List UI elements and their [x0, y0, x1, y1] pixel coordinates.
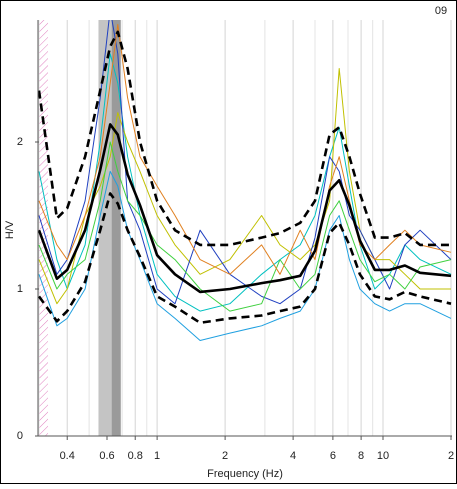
window-curve	[38, 23, 452, 275]
x-tick-label: 1	[154, 450, 160, 462]
x-tick-label: 0.6	[99, 450, 114, 462]
x-tick-label: 6	[330, 450, 336, 462]
x-tick-label: 10	[377, 450, 389, 462]
y-tick-label: 1	[17, 283, 23, 295]
y-axis-label: H/V	[4, 220, 16, 239]
y-tick-label: 2	[17, 136, 23, 148]
window-curve	[38, 53, 452, 312]
chart-title: 09	[435, 5, 447, 17]
window-curve	[38, 141, 452, 312]
x-tick-label: 0.4	[60, 450, 75, 462]
dashed-curve	[38, 192, 452, 325]
x-tick-label: 0.8	[128, 450, 143, 462]
x-axis-label: Frequency (Hz)	[207, 468, 283, 480]
y-tick-label: 0	[17, 430, 23, 442]
dashed-curve	[38, 30, 451, 247]
peak-band-inner	[111, 20, 121, 436]
x-tick-label: 8	[358, 450, 364, 462]
mean-curve	[38, 123, 452, 294]
window-curve	[38, 170, 452, 341]
x-tick-label: 4	[290, 450, 296, 462]
x-tick-label: 2	[448, 450, 454, 462]
x-tick-label: 2	[222, 450, 228, 462]
